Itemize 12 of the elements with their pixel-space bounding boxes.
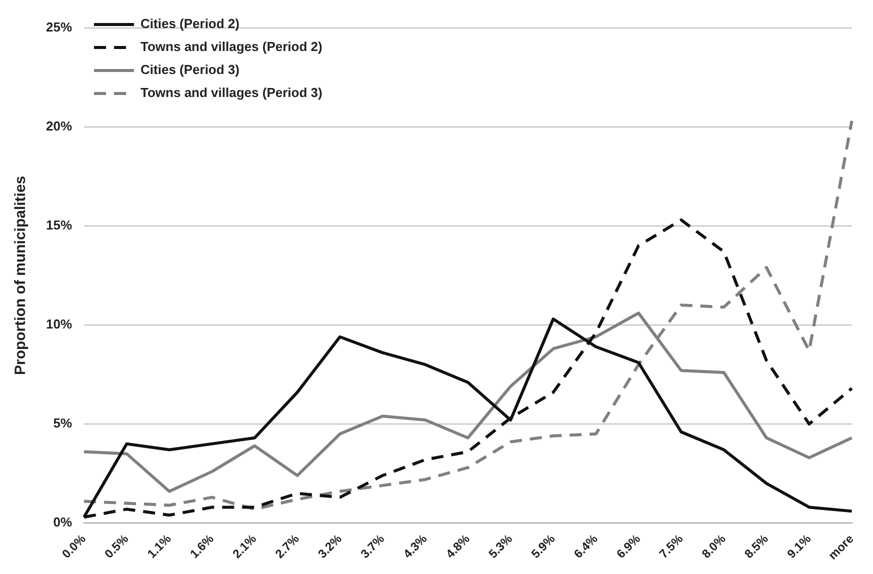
y-tick-label: 0% [53,514,72,530]
y-tick-label: 20% [46,118,72,134]
y-tick-label: 10% [46,316,72,332]
legend-label: Towns and villages (Period 3) [140,85,322,100]
y-tick-label: 5% [53,416,72,431]
legend-label: Towns and villages (Period 2) [140,39,322,54]
legend-label: Cities (Period 3) [140,62,240,78]
y-tick-label: 25% [46,19,72,34]
y-tick-label: 15% [46,217,72,232]
line-series [82,119,854,511]
y-axis-title: Proportion of municipalities [12,176,30,376]
legend-label: Cities (Period 2) [140,16,240,32]
